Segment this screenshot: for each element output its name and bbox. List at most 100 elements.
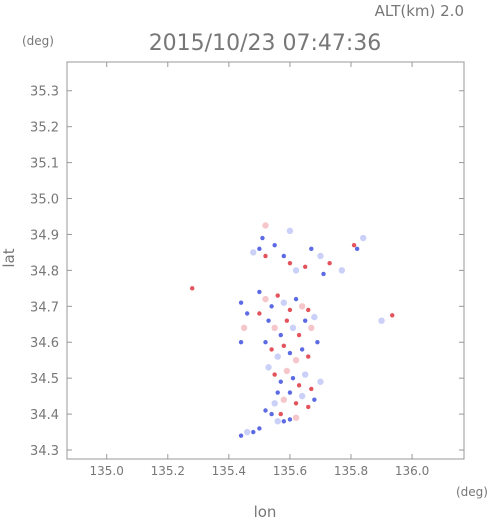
data-point [287, 390, 293, 395]
data-point [240, 324, 248, 332]
x-unit-label: (deg) [456, 485, 488, 499]
y-tick-label: 34.7 [30, 300, 59, 315]
data-point [280, 299, 288, 306]
data-point [271, 400, 278, 407]
y-tick-label: 35.1 [30, 157, 59, 172]
data-point [281, 343, 287, 349]
data-point [351, 243, 357, 248]
data-point [257, 246, 262, 252]
y-tick-label: 34.9 [30, 228, 59, 243]
data-point [317, 252, 324, 260]
data-point [296, 332, 302, 338]
data-point [360, 234, 367, 242]
data-point [306, 404, 311, 410]
data-point [283, 367, 291, 375]
data-point [272, 372, 277, 377]
data-point [238, 433, 244, 438]
data-point [321, 271, 326, 277]
data-point [250, 249, 257, 256]
data-point [257, 311, 262, 316]
data-point [274, 418, 281, 425]
data-point [293, 401, 299, 406]
data-point [190, 286, 195, 291]
data-point [243, 428, 251, 436]
y-axis-label: lat [0, 248, 18, 267]
axis-ticks: 135.0 135.2 135.4 135.6 135.8 136.0 34.3 34.4 34… [30, 62, 464, 478]
x-tick-label: 135.2 [151, 464, 185, 478]
data-point [263, 408, 268, 413]
data-point [287, 307, 293, 313]
x-tick-label: 135.8 [334, 464, 368, 478]
data-point [272, 243, 277, 248]
data-point [317, 378, 324, 385]
y-unit-label: (deg) [22, 34, 54, 48]
data-point [257, 289, 262, 295]
x-axis-label: lon [254, 503, 277, 521]
data-point [238, 340, 244, 345]
data-point [281, 253, 287, 259]
data-point [289, 324, 297, 332]
x-tick-label: 135.0 [90, 464, 124, 478]
data-point [292, 267, 300, 274]
y-tick-label: 35.0 [30, 193, 59, 208]
data-point [275, 390, 280, 395]
y-tick-label: 34.6 [30, 336, 59, 351]
data-point [278, 379, 283, 384]
data-point [284, 318, 290, 323]
data-point [238, 300, 244, 305]
data-point [281, 419, 287, 424]
data-point [298, 392, 306, 400]
data-point [290, 375, 296, 381]
x-tick-label: 135.4 [212, 464, 246, 478]
data-point [312, 397, 317, 402]
data-point [302, 371, 309, 378]
data-point [287, 260, 293, 266]
data-point [286, 227, 294, 235]
x-tick-label: 135.6 [273, 464, 307, 478]
data-point [262, 295, 269, 303]
data-point [260, 235, 265, 241]
data-point [306, 354, 311, 359]
data-point [299, 347, 305, 352]
data-point [274, 353, 281, 360]
data-point [251, 429, 256, 435]
data-point [278, 332, 283, 338]
data-point [269, 304, 274, 309]
data-point [315, 340, 320, 345]
data-point [309, 246, 314, 252]
y-tick-label: 35.3 [30, 85, 59, 100]
data-point [265, 364, 272, 371]
altitude-label: ALT(km) 2.0 [375, 2, 464, 20]
data-point [292, 414, 300, 421]
data-point [271, 324, 278, 332]
data-point [306, 307, 311, 313]
data-point [303, 318, 308, 323]
data-point [263, 340, 268, 345]
data-point [378, 317, 385, 324]
data-point [280, 396, 288, 403]
data-point [263, 253, 268, 259]
data-point [266, 318, 271, 323]
data-point [293, 296, 299, 302]
data-point [287, 350, 293, 356]
data-point [327, 260, 332, 266]
data-point [311, 313, 318, 321]
data-point [338, 267, 346, 274]
x-tick-label: 136.0 [395, 464, 429, 478]
data-point [354, 246, 360, 252]
data-point [257, 426, 262, 431]
data-point [269, 347, 274, 352]
data-point [287, 417, 293, 422]
data-points [190, 222, 395, 438]
chart-timestamp: 2015/10/23 07:47:36 [149, 31, 382, 56]
y-tick-label: 35.2 [30, 121, 59, 136]
data-point [262, 222, 269, 229]
data-point [308, 324, 315, 332]
y-tick-label: 34.3 [30, 444, 59, 459]
data-point [275, 293, 280, 298]
data-point [292, 356, 300, 364]
data-point [244, 311, 250, 316]
data-point [296, 383, 302, 388]
plot-frame [66, 61, 465, 460]
